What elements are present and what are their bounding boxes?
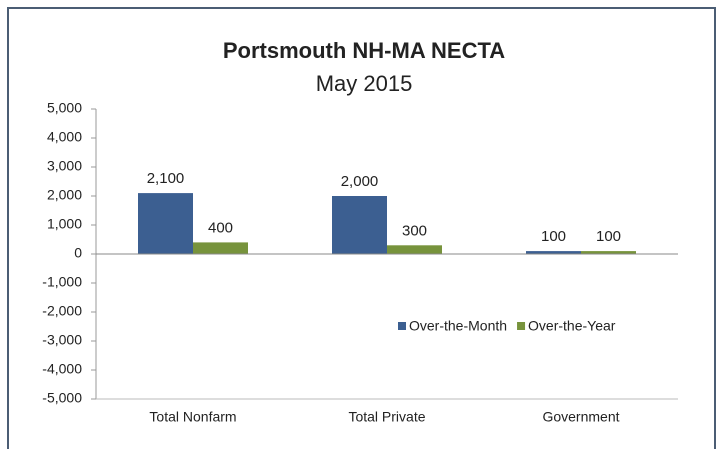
value-label: 100 xyxy=(596,228,621,245)
y-tick-label: 0 xyxy=(74,245,82,261)
y-tick-label: -2,000 xyxy=(42,303,82,319)
y-tick-label: 4,000 xyxy=(47,129,82,145)
y-tick-label: -3,000 xyxy=(42,332,82,348)
value-label: 400 xyxy=(208,219,233,236)
value-label: 300 xyxy=(402,222,427,239)
legend-label: Over-the-Year xyxy=(528,318,616,334)
chart-title: Portsmouth NH-MA NECTA xyxy=(223,38,505,63)
x-tick-label: Total Private xyxy=(348,409,425,425)
y-tick-label: 5,000 xyxy=(47,100,82,116)
chart-border xyxy=(7,7,716,449)
y-tick-label: -1,000 xyxy=(42,274,82,290)
y-tick-label: 2,000 xyxy=(47,187,82,203)
x-tick-label: Total Nonfarm xyxy=(149,409,236,425)
x-tick-label: Government xyxy=(542,409,619,425)
bar xyxy=(138,193,193,254)
legend-swatch xyxy=(517,322,526,330)
value-label: 2,100 xyxy=(147,170,185,187)
value-label: 2,000 xyxy=(341,173,379,190)
bar xyxy=(526,251,581,254)
y-tick-label: -5,000 xyxy=(42,390,82,406)
value-label: 100 xyxy=(541,228,566,245)
bar xyxy=(193,242,248,254)
bar xyxy=(387,245,442,254)
legend-swatch xyxy=(398,322,406,330)
bar xyxy=(332,196,387,254)
y-tick-label: -4,000 xyxy=(42,361,82,377)
y-tick-label: 3,000 xyxy=(47,158,82,174)
bar xyxy=(581,251,636,254)
y-tick-label: 1,000 xyxy=(47,216,82,232)
legend-label: Over-the-Month xyxy=(409,318,507,334)
chart-subtitle: May 2015 xyxy=(316,71,413,96)
